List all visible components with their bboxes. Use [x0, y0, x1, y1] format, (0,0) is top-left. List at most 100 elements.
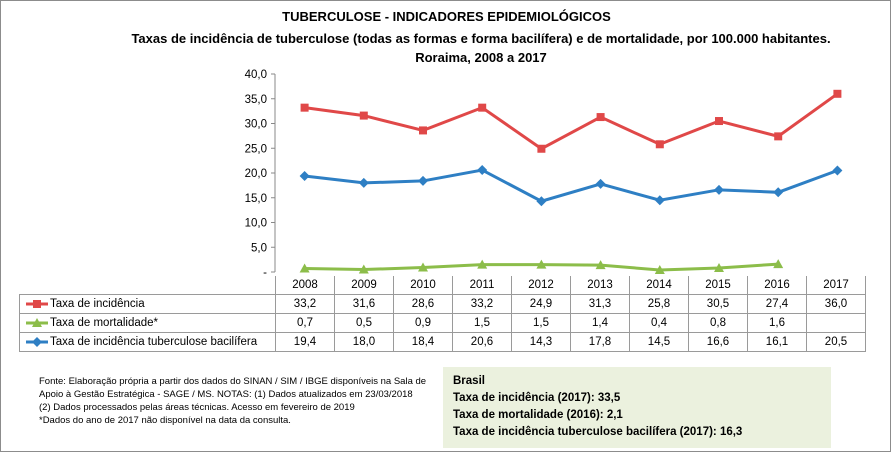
data-point	[833, 89, 842, 98]
year-header: 2008	[275, 276, 335, 295]
data-point	[536, 259, 547, 269]
data-label: 20,5	[806, 332, 866, 352]
source-line: (2) Dados processados pelas áreas técnic…	[39, 402, 355, 413]
brasil-line: Taxa de incidência tuberculose bacilífer…	[453, 426, 743, 438]
data-label: 20,6	[452, 332, 512, 352]
data-point	[300, 103, 309, 112]
data-label: 14,5	[629, 332, 689, 352]
data-label: 27,4	[747, 294, 807, 314]
data-point	[299, 263, 310, 273]
series-line-0	[304, 92, 839, 151]
data-point	[654, 265, 665, 275]
y-tick-label: 25,0	[245, 143, 267, 155]
data-point	[477, 165, 488, 176]
data-label: 0,4	[629, 313, 689, 333]
source-line: Fonte: Elaboração própria a partir dos d…	[39, 376, 427, 387]
year-header: 2015	[688, 276, 748, 295]
data-point	[595, 260, 606, 270]
y-tick-label: 30,0	[245, 119, 267, 131]
data-point	[299, 170, 310, 181]
data-point	[773, 187, 784, 198]
data-label: 14,3	[511, 332, 571, 352]
data-point	[654, 195, 665, 206]
data-point	[773, 259, 784, 269]
data-label: 24,9	[511, 294, 571, 314]
data-label: 16,6	[688, 332, 748, 352]
table-corner	[19, 276, 276, 295]
data-point	[714, 184, 724, 195]
data-point	[418, 262, 428, 272]
data-point	[537, 144, 546, 153]
brasil-line: Taxa de mortalidade (2016): 2,1	[453, 409, 623, 421]
y-tick-label: 20,0	[245, 168, 267, 180]
data-label: 0,7	[275, 313, 335, 333]
data-label: 17,8	[570, 332, 630, 352]
brasil-box: Brasil Taxa de incidência (2017): 33,5 T…	[443, 367, 831, 448]
table-row: Taxa de incidência 33,2 31,6 28,6 33,2 24,9 31…	[19, 294, 866, 314]
data-point	[774, 132, 783, 141]
year-header: 2010	[393, 276, 453, 295]
data-label: 1,4	[570, 313, 630, 333]
table-row: Taxa de mortalidade* 0,7 0,5 0,9 1,5 1,5 1,4 0,…	[19, 313, 866, 333]
series-line-2	[304, 168, 838, 203]
source-line: Apoio à Gestão Estratégica - SAGE / MS. …	[39, 389, 413, 400]
data-label: 18,4	[393, 332, 453, 352]
source-line: *Dados do ano de 2017 não disponível na …	[39, 415, 291, 426]
data-label: 30,5	[688, 294, 748, 314]
y-tick-label: 5,0	[251, 242, 267, 254]
data-point	[595, 178, 606, 189]
data-point	[418, 175, 428, 186]
data-point	[477, 259, 488, 269]
data-label: 1,6	[747, 313, 807, 333]
data-label: 0,9	[393, 313, 453, 333]
data-point	[655, 140, 664, 149]
data-label: 31,6	[334, 294, 394, 314]
data-point	[596, 113, 605, 122]
brasil-line: Taxa de incidência (2017): 33,5	[453, 392, 621, 404]
legend-marker-icon	[26, 317, 48, 327]
y-tick-label: 15,0	[245, 193, 267, 205]
data-point	[419, 126, 427, 135]
year-header: 2009	[334, 276, 394, 295]
data-point	[359, 111, 368, 120]
data-point	[478, 103, 487, 112]
data-point	[715, 117, 723, 126]
chart-title: TUBERCULOSE - INDICADORES EPIDEMIOLÓGICO…	[282, 9, 611, 24]
series-name: Taxa de mortalidade*	[50, 317, 159, 330]
data-point	[714, 263, 724, 273]
series-name: Taxa de incidência	[50, 298, 145, 311]
year-header: 2017	[806, 276, 866, 295]
data-label: 1,5	[452, 313, 512, 333]
data-label: 25,8	[629, 294, 689, 314]
data-label: 0,5	[334, 313, 394, 333]
y-tick-label: 40,0	[245, 69, 267, 81]
data-point	[358, 264, 369, 274]
y-tick-label: -	[263, 267, 267, 279]
legend-marker-icon	[26, 336, 48, 347]
brasil-title: Brasil	[453, 375, 485, 387]
year-header: 2011	[452, 276, 512, 295]
table-row: Taxa de incidência tuberculose bacilífer…	[19, 332, 866, 352]
legend-marker-icon	[26, 299, 48, 308]
data-label: 19,4	[275, 332, 335, 352]
series-name: Taxa de incidência tuberculose bacilífer…	[50, 336, 258, 349]
year-header: 2013	[570, 276, 630, 295]
y-tick-label: 35,0	[245, 94, 267, 106]
data-label: 31,3	[570, 294, 630, 314]
year-header: 2014	[629, 276, 689, 295]
data-label: 36,0	[806, 294, 866, 314]
data-label	[806, 313, 866, 333]
data-point	[832, 165, 843, 176]
data-point	[536, 196, 547, 207]
data-table: 2008 2009 2010 2011 2012 2013 2014 2015 2016 2017…	[19, 276, 866, 352]
data-label: 0,8	[688, 313, 748, 333]
data-point	[358, 177, 369, 188]
data-label: 16,1	[747, 332, 807, 352]
data-label: 1,5	[511, 313, 571, 333]
data-label: 28,6	[393, 294, 453, 314]
source-note: Fonte: Elaboração própria a partir dos d…	[39, 375, 439, 427]
chart-subtitle: Taxas de incidência de tuberculose (toda…	[131, 31, 831, 65]
year-header: 2016	[747, 276, 807, 295]
